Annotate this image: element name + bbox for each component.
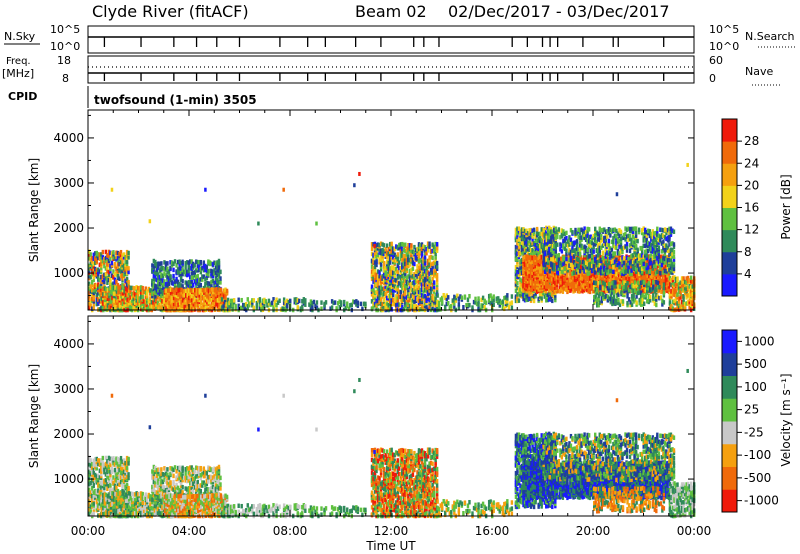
x-tick-label: 16:00	[475, 524, 510, 538]
date-range: 02/Dec/2017 - 03/Dec/2017	[448, 2, 670, 21]
freq-label: Freq.	[6, 56, 31, 67]
colorbar-tick-label: -25	[744, 425, 764, 439]
power-colorbar: 4 8 12 16 20 24 28 Power [dB]	[721, 118, 793, 297]
nsky-panel: N.Sky 10^5 10^0 10^5 10^0 N.Search	[4, 23, 796, 54]
colorbar-tick-label: -500	[744, 471, 771, 485]
y-tick-label: 2000	[53, 427, 84, 441]
freq-panel: Freq. [MHz] 18 8 60 0 Nave	[2, 54, 780, 86]
velocity-scatter	[88, 368, 696, 519]
x-tick-label: 12:00	[374, 524, 409, 538]
nsky-trace	[88, 36, 694, 47]
colorbar-tick-label: 4	[744, 267, 752, 281]
beam-label: Beam 02	[355, 2, 427, 21]
x-axis-title: Time UT	[365, 539, 416, 553]
nave-label: Nave	[745, 65, 773, 78]
colorbar-tick-label: 500	[744, 357, 767, 371]
y-tick-label: 1000	[53, 266, 84, 280]
nsearch-label: N.Search	[745, 30, 795, 43]
colorbar-tick-label: 100	[744, 380, 767, 394]
nsky-tick-top: 10^5	[50, 23, 80, 36]
y-tick-label: 1000	[53, 472, 84, 486]
nave-tick-bottom: 0	[709, 72, 716, 85]
x-tick-label: 00:00	[677, 524, 712, 538]
colorbar-tick-label: 1000	[744, 334, 775, 348]
nave-tick-top: 60	[709, 54, 723, 67]
freq-trace	[88, 66, 694, 81]
colorbar-tick-label: -100	[744, 448, 771, 462]
power-y-ticks: 1000 2000 3000 4000	[53, 114, 694, 297]
colorbar-tick-label: 20	[744, 178, 759, 192]
freq-tick-top: 18	[57, 54, 71, 67]
x-tick-label: 04:00	[172, 524, 207, 538]
y-tick-label: 3000	[53, 382, 84, 396]
power-scatter	[88, 162, 696, 313]
y-tick-label: 2000	[53, 221, 84, 235]
velocity-colorbar-label: Velocity [m s⁻¹]	[779, 373, 793, 466]
y-tick-label: 4000	[53, 337, 84, 351]
colorbar-tick-label: 28	[744, 134, 759, 148]
power-panel: 1000 2000 3000 4000 Slant Range [km]	[27, 109, 696, 313]
y-tick-label: 3000	[53, 176, 84, 190]
colorbar-tick-label: 8	[744, 245, 752, 259]
nsky-tick-bottom: 10^0	[50, 40, 80, 53]
x-tick-label: 08:00	[273, 524, 308, 538]
velocity-y-ticks: 1000 2000 3000 4000	[53, 320, 694, 503]
power-x-ticks	[87, 110, 695, 310]
power-ylabel: Slant Range [km]	[27, 158, 41, 262]
nsky-label: N.Sky	[4, 30, 36, 43]
freq-tick-bottom: 8	[62, 72, 69, 85]
station-title: Clyde River (fitACF)	[92, 2, 249, 21]
nsearch-tick-top: 10^5	[709, 23, 739, 36]
x-tick-label: 20:00	[576, 524, 611, 538]
velocity-ylabel: Slant Range [km]	[27, 364, 41, 468]
colorbar-tick-label: 16	[744, 201, 759, 215]
cpid-text: twofsound (1-min) 3505	[94, 93, 257, 107]
x-tick-labels: 00:00 04:00 08:00 12:00 16:00 20:00 00:00	[71, 524, 712, 538]
power-colorbar-label: Power [dB]	[779, 174, 793, 239]
colorbar-tick-label: 24	[744, 156, 759, 170]
x-tick-label: 00:00	[71, 524, 106, 538]
y-tick-label: 4000	[53, 131, 84, 145]
colorbar-tick-label: 25	[744, 403, 759, 417]
freq-unit: [MHz]	[2, 67, 34, 80]
velocity-colorbar: 1000 500 100 25 -25 -100 -500 -1000 Velocity [m…	[721, 329, 793, 513]
cpid-label: CPID	[8, 90, 37, 103]
colorbar-tick-label: 12	[744, 223, 759, 237]
velocity-panel: 1000 2000 3000 4000 Slant Range [km]	[27, 315, 696, 519]
colorbar-tick-label: -1000	[744, 494, 779, 508]
nsearch-tick-bottom: 10^0	[709, 40, 739, 53]
velocity-x-ticks	[87, 316, 695, 516]
